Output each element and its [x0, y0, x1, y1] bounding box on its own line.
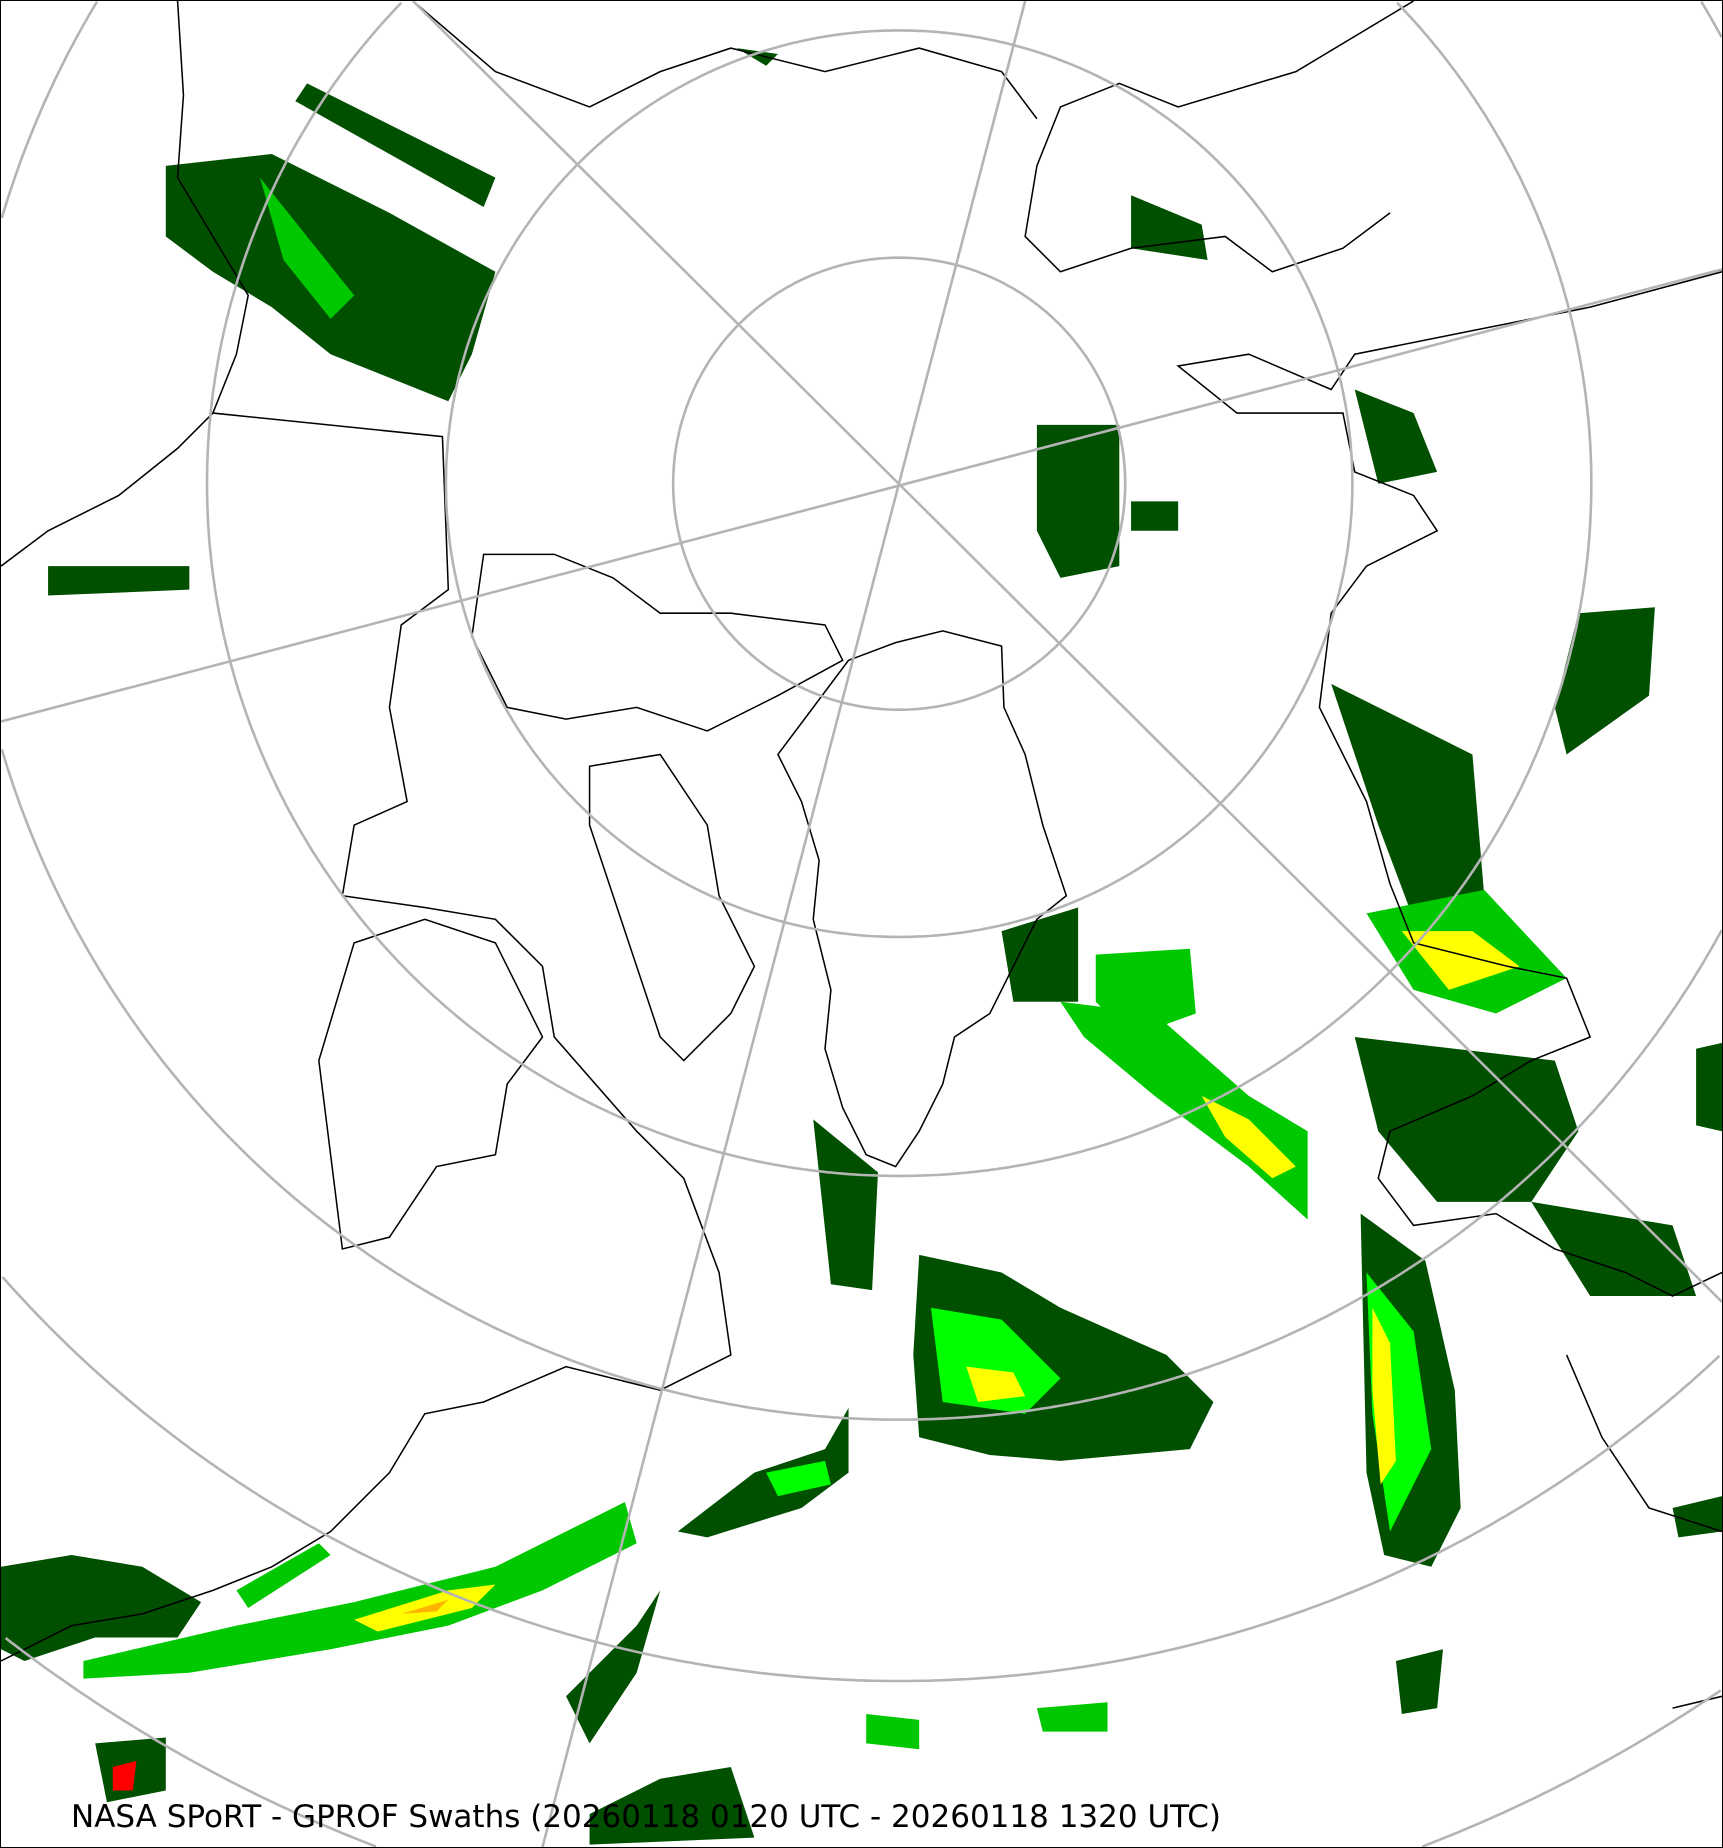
meridian-line [1, 268, 1722, 723]
precipitation-swath [1395, 1649, 1444, 1714]
precipitation-swath [112, 1761, 137, 1791]
precipitation-swath [1354, 1037, 1579, 1202]
map-caption: NASA SPoRT - GPROF Swaths (20260118 0120… [71, 1799, 1221, 1835]
precipitation-swath [766, 1460, 831, 1497]
precipitation-swath [48, 566, 190, 596]
latitude-circle [1, 1276, 1721, 1683]
meridian-line [541, 1, 1027, 1847]
latitude-circle [1, 1, 1722, 1421]
latitude-circle [4, 1637, 1722, 1847]
hudson-bay-coastline [318, 918, 544, 1250]
precipitation-swath [1036, 1702, 1108, 1732]
greenland-coastline [777, 630, 1068, 1168]
precipitation-swath [930, 1307, 1061, 1414]
precipitation-swath [589, 1766, 755, 1845]
precipitation-swath [236, 1543, 331, 1609]
precipitation-swath [1672, 1496, 1722, 1538]
precipitation-swath [677, 1407, 849, 1538]
precipitation-swath [1331, 683, 1485, 920]
precipitation-swath [1, 1555, 202, 1661]
precipitation-swath [83, 1502, 637, 1679]
latitude-circle [205, 1, 1593, 1178]
precipitation-swath [1554, 607, 1655, 755]
baffin-island-coastline [588, 753, 756, 1062]
precipitation-swath [1001, 907, 1079, 1002]
coastline-layer [1, 1, 1722, 1709]
precipitation-layer [1, 48, 1722, 1845]
precipitation-swath [1401, 931, 1520, 990]
precipitation-swath [295, 83, 496, 208]
precipitation-swath [1036, 424, 1120, 578]
latitude-circle [444, 29, 1354, 939]
precipitation-swath [1201, 1095, 1296, 1179]
precipitation-swath [1131, 195, 1208, 261]
arctic-islands-coastline [471, 553, 844, 732]
chukotka-coastline [412, 1, 1038, 120]
precipitation-swath [566, 1590, 661, 1744]
eurasia-coastline [1176, 271, 1722, 1297]
precipitation-swath [866, 1713, 920, 1750]
alaska-coastline [1, 1, 250, 567]
precipitation-swath [966, 1366, 1026, 1402]
africa-europe-coastline [1565, 1354, 1722, 1709]
meridian-line [412, 1, 1722, 1303]
precipitation-swath [1060, 1001, 1308, 1220]
north-america-coastline [1, 412, 732, 1662]
precipitation-swath [1131, 501, 1179, 531]
precipitation-swath [1696, 1042, 1722, 1132]
latitude-circle [671, 256, 1127, 712]
precipitation-swath [1372, 1307, 1396, 1485]
precipitation-swath [1531, 1201, 1697, 1297]
siberia-coastline [1024, 1, 1414, 273]
precipitation-swath [1095, 948, 1196, 1038]
precipitation-swath [913, 1254, 1214, 1461]
precipitation-swath [813, 1119, 878, 1291]
precipitation-swath [1354, 389, 1438, 484]
precipitation-swath [259, 177, 355, 319]
